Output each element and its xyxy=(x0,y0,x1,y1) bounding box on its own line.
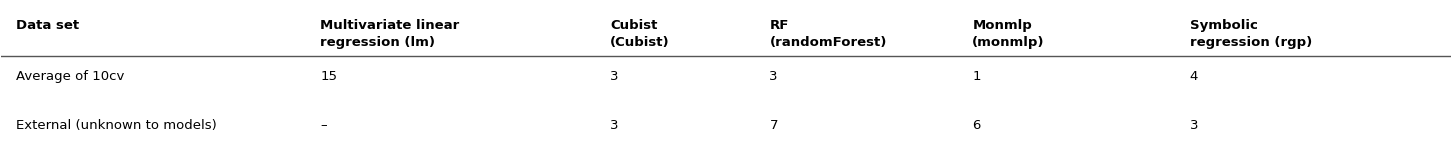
Text: 3: 3 xyxy=(610,70,619,83)
Text: External (unknown to models): External (unknown to models) xyxy=(16,119,216,132)
Text: –: – xyxy=(321,119,327,132)
Text: Symbolic
regression (rgp): Symbolic regression (rgp) xyxy=(1189,19,1313,49)
Text: Average of 10cv: Average of 10cv xyxy=(16,70,125,83)
Text: 7: 7 xyxy=(770,119,778,132)
Text: 3: 3 xyxy=(770,70,778,83)
Text: 15: 15 xyxy=(321,70,337,83)
Text: Data set: Data set xyxy=(16,19,78,32)
Text: RF
(randomForest): RF (randomForest) xyxy=(770,19,887,49)
Text: 3: 3 xyxy=(610,119,619,132)
Text: Monmlp
(monmlp): Monmlp (monmlp) xyxy=(973,19,1045,49)
Text: 6: 6 xyxy=(973,119,980,132)
Text: Multivariate linear
regression (lm): Multivariate linear regression (lm) xyxy=(321,19,459,49)
Text: 4: 4 xyxy=(1189,70,1198,83)
Text: 3: 3 xyxy=(1189,119,1198,132)
Text: Cubist
(Cubist): Cubist (Cubist) xyxy=(610,19,669,49)
Text: 1: 1 xyxy=(973,70,982,83)
